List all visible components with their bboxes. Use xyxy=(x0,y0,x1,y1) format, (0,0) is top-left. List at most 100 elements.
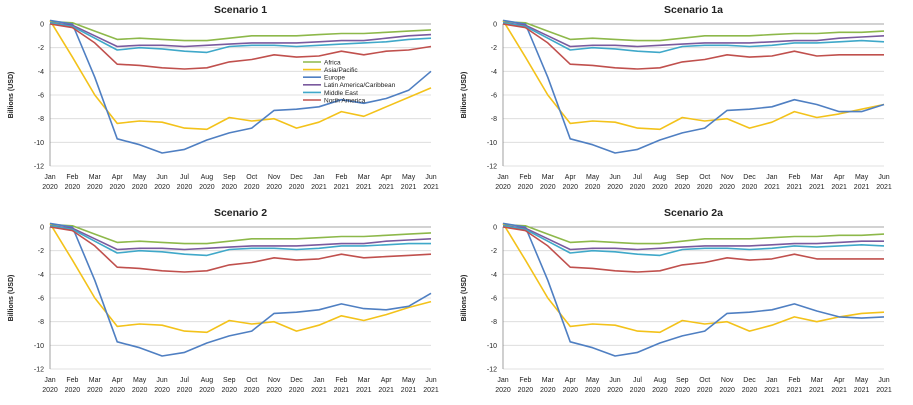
x-tick-year: 2020 xyxy=(540,184,556,191)
y-tick-label: -10 xyxy=(34,343,44,350)
x-tick-year: 2020 xyxy=(132,387,148,394)
x-tick-year: 2020 xyxy=(719,387,735,394)
x-tick-month: Jun xyxy=(425,174,436,181)
series-line-north-america xyxy=(502,23,884,70)
x-tick-year: 2020 xyxy=(289,387,305,394)
x-tick-year: 2021 xyxy=(401,184,417,191)
y-tick-label: -10 xyxy=(487,343,497,350)
x-tick-month: Nov xyxy=(268,174,281,181)
x-tick-month: Nov xyxy=(721,174,734,181)
series-line-middle-east xyxy=(502,22,885,54)
x-tick-year: 2020 xyxy=(652,184,668,191)
x-tick-month: Jan xyxy=(766,174,777,181)
x-tick-year: 2021 xyxy=(378,387,394,394)
x-tick-month: Mar xyxy=(358,377,371,384)
series-line-europe xyxy=(49,222,432,357)
series-line-europe xyxy=(502,222,885,357)
x-tick-month: Sep xyxy=(223,377,236,384)
x-tick-year: 2020 xyxy=(630,184,646,191)
x-tick-year: 2021 xyxy=(876,184,892,191)
x-tick-month: Mar xyxy=(811,377,824,384)
x-tick-month: Jan xyxy=(313,174,324,181)
y-tick-label: -4 xyxy=(491,272,497,279)
x-tick-month: Jun xyxy=(878,174,889,181)
x-tick-month: Jan xyxy=(497,377,508,384)
x-tick-month: Mar xyxy=(811,174,824,181)
x-tick-year: 2020 xyxy=(154,387,170,394)
x-tick-month: Oct xyxy=(246,174,257,181)
x-tick-month: Feb xyxy=(66,377,78,384)
x-tick-year: 2020 xyxy=(109,184,125,191)
y-axis-label: Billions (USD) xyxy=(461,72,468,119)
x-tick-month: Aug xyxy=(654,377,667,384)
y-tick-label: -12 xyxy=(34,367,44,374)
x-tick-year: 2021 xyxy=(401,387,417,394)
x-tick-month: Feb xyxy=(335,377,347,384)
x-tick-month: Aug xyxy=(201,174,214,181)
series-line-middle-east xyxy=(49,225,431,257)
x-tick-year: 2021 xyxy=(787,387,803,394)
x-tick-month: Jan xyxy=(313,377,324,384)
x-tick-month: Jun xyxy=(609,174,620,181)
x-tick-year: 2020 xyxy=(199,184,215,191)
y-tick-label: -6 xyxy=(38,296,44,303)
x-tick-year: 2020 xyxy=(607,387,623,394)
x-tick-month: Dec xyxy=(290,174,303,181)
series-line-latin-america-caribbean xyxy=(502,225,884,251)
x-tick-month: Feb xyxy=(335,174,347,181)
x-tick-month: Sep xyxy=(676,174,689,181)
x-tick-month: Jan xyxy=(44,377,55,384)
x-tick-year: 2020 xyxy=(65,387,81,394)
y-tick-label: -12 xyxy=(487,367,497,374)
x-tick-month: Feb xyxy=(788,174,800,181)
x-tick-year: 2020 xyxy=(109,387,125,394)
x-tick-month: Feb xyxy=(519,377,531,384)
y-tick-label: 0 xyxy=(40,22,44,29)
y-tick-label: -2 xyxy=(491,45,497,52)
x-tick-month: Nov xyxy=(268,377,281,384)
x-tick-month: Jun xyxy=(156,174,167,181)
y-tick-label: -6 xyxy=(491,93,497,100)
x-tick-month: Apr xyxy=(565,174,577,181)
y-tick-label: -2 xyxy=(491,248,497,255)
x-tick-year: 2020 xyxy=(177,184,193,191)
series-line-africa xyxy=(502,20,885,42)
x-tick-month: Aug xyxy=(654,174,667,181)
series-line-asia-pacific xyxy=(49,19,432,131)
x-tick-year: 2021 xyxy=(764,184,780,191)
x-tick-year: 2020 xyxy=(652,387,668,394)
x-tick-year: 2021 xyxy=(423,184,439,191)
x-tick-year: 2020 xyxy=(266,184,282,191)
series-line-latin-america-caribbean xyxy=(502,22,885,48)
x-tick-year: 2020 xyxy=(585,387,601,394)
x-tick-year: 2020 xyxy=(266,387,282,394)
x-tick-year: 2021 xyxy=(334,387,350,394)
x-tick-month: May xyxy=(855,377,869,384)
y-tick-label: -12 xyxy=(487,164,497,171)
series-line-middle-east xyxy=(502,225,885,257)
y-tick-label: -10 xyxy=(34,140,44,147)
x-tick-month: Apr xyxy=(381,377,393,384)
x-tick-month: Nov xyxy=(721,377,734,384)
y-tick-label: -2 xyxy=(38,248,44,255)
x-tick-month: Oct xyxy=(699,174,710,181)
legend-label: Asia/Pacific xyxy=(324,67,358,74)
y-tick-label: -4 xyxy=(38,272,44,279)
x-tick-year: 2021 xyxy=(809,184,825,191)
x-tick-year: 2020 xyxy=(87,184,103,191)
chart-title: Scenario 2a xyxy=(664,207,723,219)
x-tick-month: Jul xyxy=(180,174,189,181)
x-tick-year: 2020 xyxy=(675,184,691,191)
x-tick-month: Mar xyxy=(89,174,102,181)
x-tick-year: 2020 xyxy=(42,184,58,191)
x-tick-month: Oct xyxy=(246,377,257,384)
x-tick-month: Jul xyxy=(180,377,189,384)
x-tick-year: 2020 xyxy=(607,184,623,191)
x-tick-month: Apr xyxy=(112,174,124,181)
x-tick-year: 2020 xyxy=(132,184,148,191)
x-tick-month: May xyxy=(586,174,600,181)
x-tick-year: 2020 xyxy=(585,184,601,191)
legend-label: Africa xyxy=(324,59,341,66)
x-tick-month: May xyxy=(133,377,147,384)
